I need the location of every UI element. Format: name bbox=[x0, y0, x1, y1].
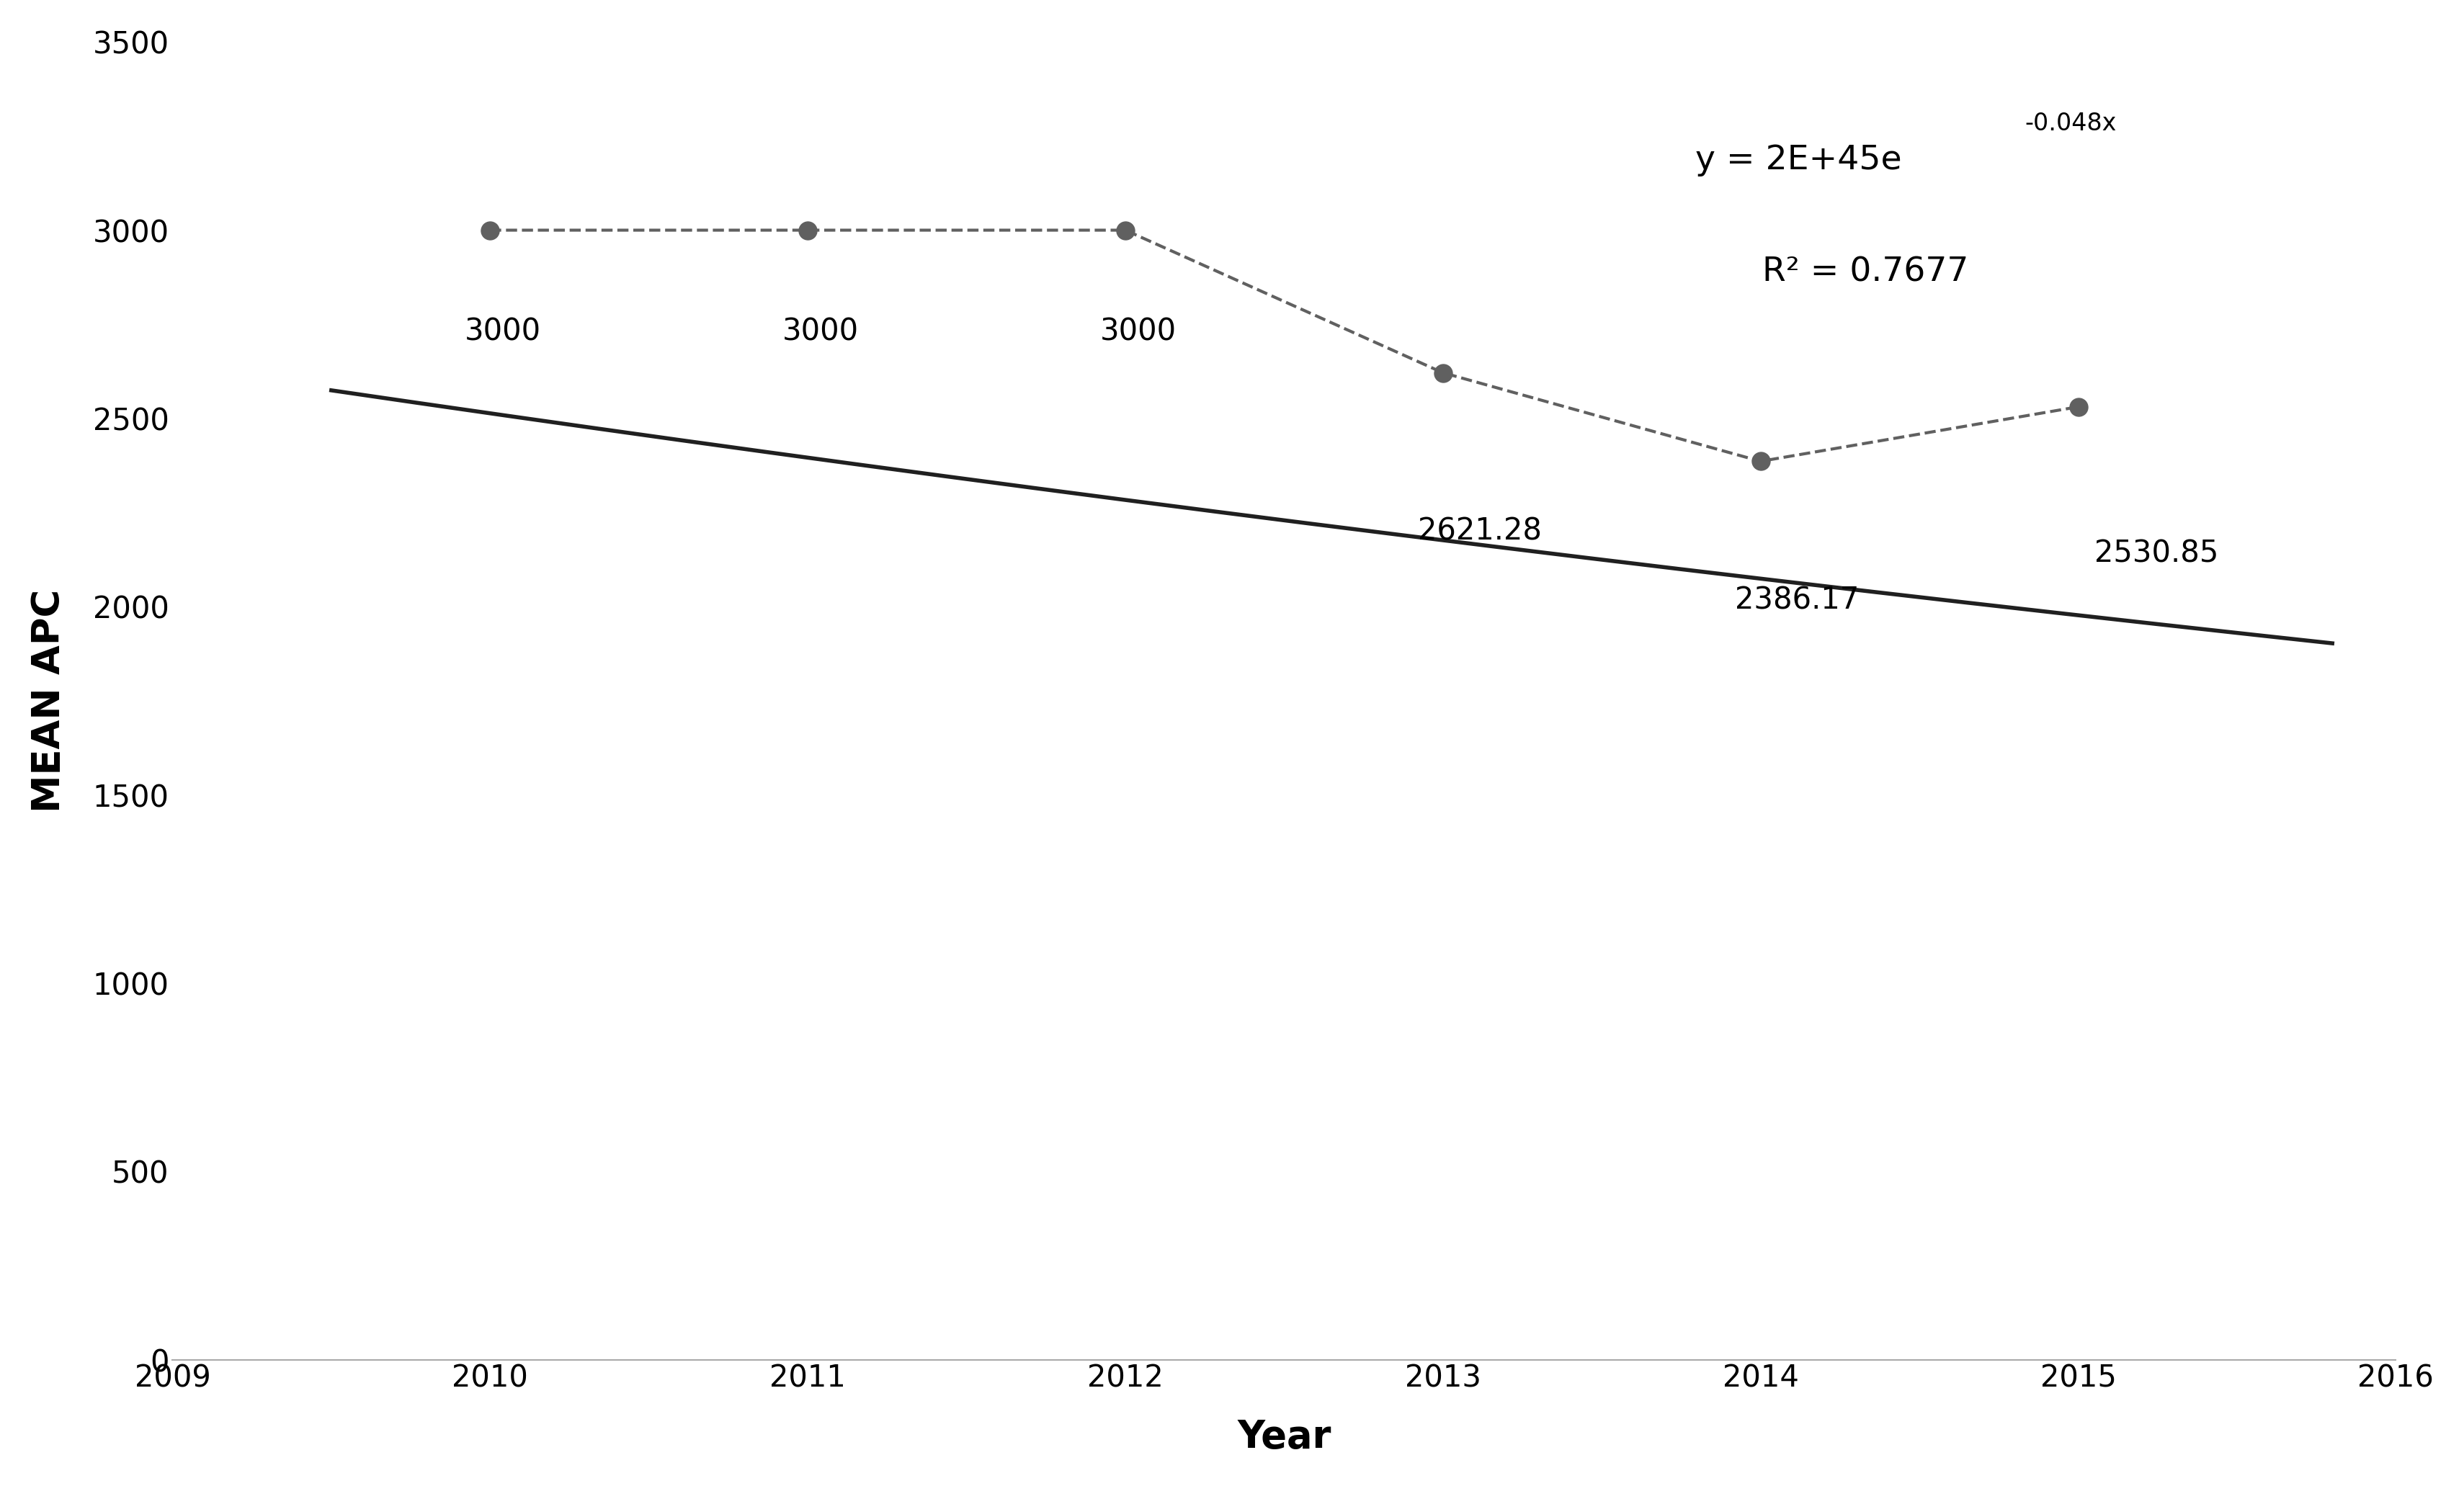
Text: 2621.28: 2621.28 bbox=[1417, 516, 1542, 545]
Text: 2530.85: 2530.85 bbox=[2094, 538, 2218, 569]
Text: -0.048x: -0.048x bbox=[2025, 111, 2117, 135]
Text: R² = 0.7677: R² = 0.7677 bbox=[1762, 256, 1969, 288]
Text: y = 2E+45e: y = 2E+45e bbox=[1695, 144, 1902, 177]
Text: 3000: 3000 bbox=[1099, 317, 1175, 348]
Text: 2386.17: 2386.17 bbox=[1735, 585, 1860, 615]
Text: 3000: 3000 bbox=[466, 317, 542, 348]
Text: 3000: 3000 bbox=[781, 317, 860, 348]
X-axis label: Year: Year bbox=[1237, 1419, 1331, 1456]
Y-axis label: MEAN APC: MEAN APC bbox=[30, 588, 67, 813]
